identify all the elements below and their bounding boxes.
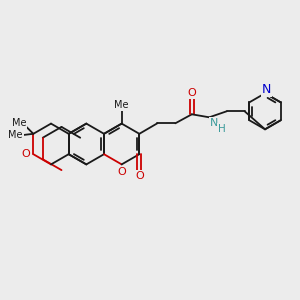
Text: Me: Me xyxy=(12,118,26,128)
Text: O: O xyxy=(117,167,126,177)
Text: Me: Me xyxy=(8,130,22,140)
Text: H: H xyxy=(218,124,226,134)
Text: O: O xyxy=(188,88,196,98)
Text: Me: Me xyxy=(114,100,129,110)
Text: N: N xyxy=(262,83,271,96)
Text: O: O xyxy=(135,171,144,181)
Text: O: O xyxy=(22,149,30,159)
Text: N: N xyxy=(210,118,218,128)
